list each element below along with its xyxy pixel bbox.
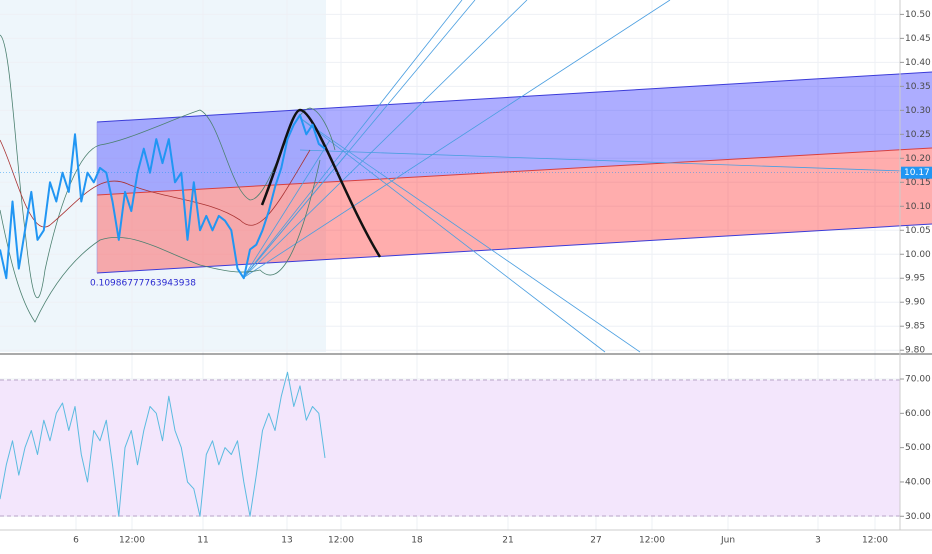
marks: [0, 114, 326, 517]
y-tick-label: 10.35: [905, 82, 931, 92]
x-tick-label: 21: [502, 536, 513, 546]
channel-lower: [97, 148, 932, 273]
y-tick-label: 10.10: [905, 202, 931, 212]
y-tick-label: 10.40: [905, 58, 931, 68]
x-tick-label: 12:00: [862, 536, 888, 546]
x-tick-label: 12:00: [119, 536, 145, 546]
y-tick-label: 30.00: [905, 512, 931, 522]
y-tick-label: 10.25: [905, 130, 931, 140]
y-tick-label: 50.00: [905, 443, 931, 453]
y-tick-label: 40.00: [905, 477, 931, 487]
x-tick-label: 13: [281, 536, 292, 546]
y-tick-label: 10.45: [905, 34, 931, 44]
channel-line: [96, 71, 932, 123]
y-tick-label: 10.20: [905, 154, 931, 164]
y-tick-label: 9.80: [905, 346, 925, 356]
band-line: [0, 159, 321, 323]
y-tick-label: 70.00: [905, 375, 931, 385]
x-tick-label: Jun: [720, 536, 735, 546]
fan-lines: [242, 0, 932, 353]
x-tick-label: 11: [197, 536, 208, 546]
x-tick-label: 6: [73, 536, 79, 546]
ma-line: [0, 139, 311, 228]
y-tick-label: 10.15: [905, 178, 931, 188]
y-tick-label: 10.50: [905, 10, 931, 20]
y-tick-label: 60.00: [905, 409, 931, 419]
channel-line: [96, 147, 932, 196]
channel-upper: [97, 72, 932, 195]
series-line: [0, 371, 326, 517]
projection-curve: [260, 108, 382, 258]
x-tick-label: 18: [411, 536, 423, 546]
x-tick-label: 27: [590, 536, 601, 546]
rsi-band: [0, 380, 900, 516]
x-tick-label: 3: [815, 536, 821, 546]
y-tick-label: 10.00: [905, 250, 931, 260]
y-tick-label: 9.95: [905, 274, 925, 284]
x-tick-label: 12:00: [639, 536, 665, 546]
x-tick-label: 12:00: [328, 536, 354, 546]
last-price-label: 10.17: [904, 168, 930, 178]
last-price-badge: [901, 166, 932, 179]
channel-annotation: 0.10986777763943938: [90, 279, 196, 289]
y-tick-label: 10.30: [905, 106, 931, 116]
y-tick-label: 9.90: [905, 298, 925, 308]
y-tick-label: 9.85: [905, 322, 925, 332]
series-line: [0, 114, 326, 280]
y-tick-label: 10.05: [905, 226, 931, 236]
